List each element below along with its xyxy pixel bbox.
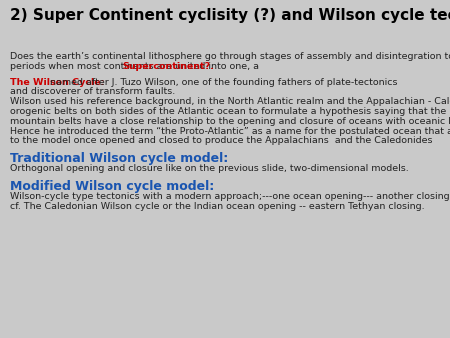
- Text: mountain belts have a close relationship to the opening and closure of oceans wi: mountain belts have a close relationship…: [10, 117, 450, 126]
- Text: cf. The Caledonian Wilson cycle or the Indian ocean opening -- eastern Tethyan c: cf. The Caledonian Wilson cycle or the I…: [10, 202, 425, 211]
- Text: Traditional Wilson cycle model:: Traditional Wilson cycle model:: [10, 152, 228, 165]
- Text: 2) Super Continent cyclisity (?) and Wilson cycle tectonics: 2) Super Continent cyclisity (?) and Wil…: [10, 8, 450, 23]
- Text: periods when most continents are united into one, a: periods when most continents are united …: [10, 62, 262, 71]
- Text: Hence he introduced the term “the Proto-Atlantic” as a name for the postulated o: Hence he introduced the term “the Proto-…: [10, 127, 450, 136]
- Text: and discoverer of transform faults.: and discoverer of transform faults.: [10, 88, 175, 96]
- Text: Wilson used his reference background, in the North Atlantic realm and the Appala: Wilson used his reference background, in…: [10, 97, 450, 106]
- Text: Modified Wilson cycle model:: Modified Wilson cycle model:: [10, 180, 214, 193]
- Text: Does the earth’s continental lithosphere go through stages of assembly and disin: Does the earth’s continental lithosphere…: [10, 52, 450, 61]
- Text: to the model once opened and closed to produce the Appalachians  and the Caledon: to the model once opened and closed to p…: [10, 137, 432, 145]
- Text: named after J. Tuzo Wilson, one of the founding fathers of plate-tectonics: named after J. Tuzo Wilson, one of the f…: [47, 78, 397, 87]
- Text: Orthogonal opening and closure like on the previous slide, two-dimensional model: Orthogonal opening and closure like on t…: [10, 164, 409, 173]
- Text: Wilson-cycle type tectonics with a modern approach;---one ocean opening--- anoth: Wilson-cycle type tectonics with a moder…: [10, 192, 450, 201]
- Text: orogenic belts on both sides of the Atlantic ocean to formulate a hypothesis say: orogenic belts on both sides of the Atla…: [10, 107, 450, 116]
- Text: Supercontinent?.: Supercontinent?.: [122, 62, 214, 71]
- Text: The Wilson Cycle:: The Wilson Cycle:: [10, 78, 104, 87]
